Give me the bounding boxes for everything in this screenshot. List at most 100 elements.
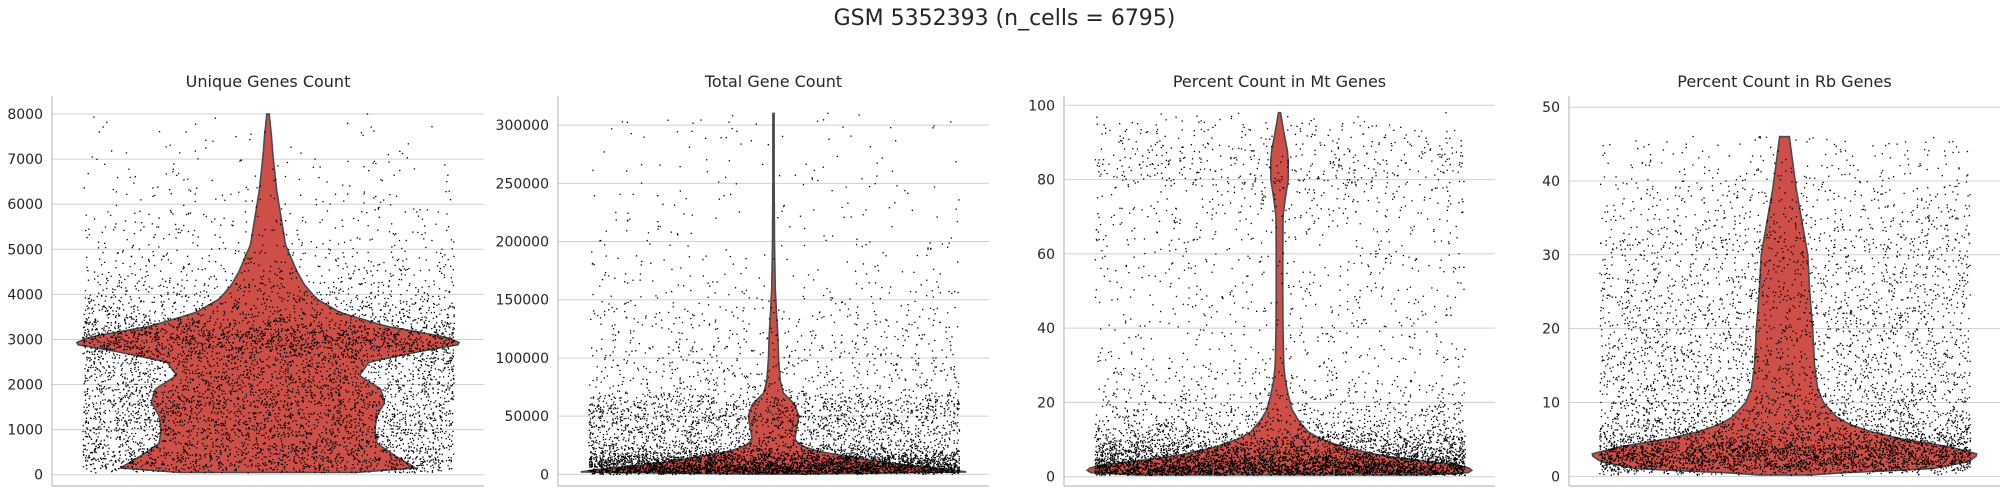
- cell-point: [275, 345, 276, 346]
- cell-point: [292, 344, 293, 345]
- cell-point: [214, 376, 215, 377]
- cell-point: [206, 357, 207, 358]
- cell-point: [151, 351, 152, 352]
- cell-point: [132, 247, 133, 248]
- cell-point: [195, 412, 196, 413]
- cell-point: [370, 415, 371, 416]
- cell-point: [331, 425, 332, 426]
- cell-point: [293, 467, 294, 468]
- cell-point: [292, 430, 293, 431]
- cell-point: [99, 259, 100, 260]
- cell-point: [192, 351, 193, 352]
- cell-point: [410, 438, 411, 439]
- cell-point: [158, 367, 159, 368]
- cell-point: [376, 413, 377, 414]
- cell-point: [147, 379, 148, 380]
- cell-point: [407, 343, 408, 344]
- cell-point: [217, 306, 218, 307]
- cell-point: [148, 395, 149, 396]
- cell-point: [352, 340, 353, 341]
- cell-point: [206, 466, 207, 467]
- cell-point: [435, 432, 436, 433]
- cell-point: [335, 259, 336, 260]
- cell-point: [186, 214, 187, 215]
- cell-point: [418, 438, 419, 439]
- cell-point: [86, 403, 87, 404]
- cell-point: [314, 404, 315, 405]
- cell-point: [355, 390, 356, 391]
- cell-point: [102, 309, 103, 310]
- cell-point: [191, 408, 192, 409]
- cell-point: [291, 414, 292, 415]
- cell-point: [398, 284, 399, 285]
- cell-point: [305, 347, 306, 348]
- cell-point: [84, 352, 85, 353]
- cell-point: [449, 439, 450, 440]
- cell-point: [395, 426, 396, 427]
- cell-point: [218, 396, 219, 397]
- cell-point: [338, 393, 339, 394]
- cell-point: [265, 252, 266, 253]
- cell-point: [440, 431, 441, 432]
- cell-point: [208, 417, 209, 418]
- cell-point: [370, 322, 371, 323]
- cell-point: [280, 350, 281, 351]
- cell-point: [132, 459, 133, 460]
- cell-point: [96, 409, 97, 410]
- cell-point: [400, 300, 401, 301]
- cell-point: [162, 470, 163, 471]
- cell-point: [113, 341, 114, 342]
- cell-point: [249, 412, 250, 413]
- cell-point: [217, 430, 218, 431]
- cell-point: [430, 349, 431, 350]
- cell-point: [336, 454, 337, 455]
- cell-point: [100, 342, 101, 343]
- cell-point: [168, 469, 169, 470]
- cell-point: [215, 322, 216, 323]
- cell-point: [342, 268, 343, 269]
- cell-point: [190, 365, 191, 366]
- cell-point: [134, 417, 135, 418]
- cell-point: [433, 402, 434, 403]
- cell-point: [203, 330, 204, 331]
- cell-point: [448, 226, 449, 227]
- cell-point: [326, 440, 327, 441]
- cell-point: [443, 408, 444, 409]
- cell-point: [431, 367, 432, 368]
- cell-point: [395, 327, 396, 328]
- cell-point: [203, 380, 204, 381]
- cell-point: [339, 338, 340, 339]
- cell-point: [157, 379, 158, 380]
- cell-point: [360, 371, 361, 372]
- cell-point: [210, 398, 211, 399]
- cell-point: [296, 402, 297, 403]
- cell-point: [444, 277, 445, 278]
- cell-point: [306, 328, 307, 329]
- cell-point: [182, 343, 183, 344]
- cell-point: [281, 301, 282, 302]
- cell-point: [154, 465, 155, 466]
- cell-point: [255, 308, 256, 309]
- cell-point: [117, 286, 118, 287]
- cell-point: [220, 411, 221, 412]
- cell-point: [259, 234, 260, 235]
- cell-point: [198, 334, 199, 335]
- cell-point: [301, 386, 302, 387]
- cell-point: [359, 319, 360, 320]
- cell-point: [303, 253, 304, 254]
- cell-point: [363, 382, 364, 383]
- cell-point: [102, 391, 103, 392]
- cell-point: [255, 340, 256, 341]
- cell-point: [399, 330, 400, 331]
- cell-point: [432, 354, 433, 355]
- cell-point: [185, 373, 186, 374]
- cell-point: [357, 459, 358, 460]
- cell-point: [93, 300, 94, 301]
- cell-point: [450, 362, 451, 363]
- cell-point: [347, 123, 348, 124]
- cell-point: [426, 417, 427, 418]
- cell-point: [104, 455, 105, 456]
- cell-point: [413, 414, 414, 415]
- cell-point: [198, 441, 199, 442]
- cell-point: [138, 376, 139, 377]
